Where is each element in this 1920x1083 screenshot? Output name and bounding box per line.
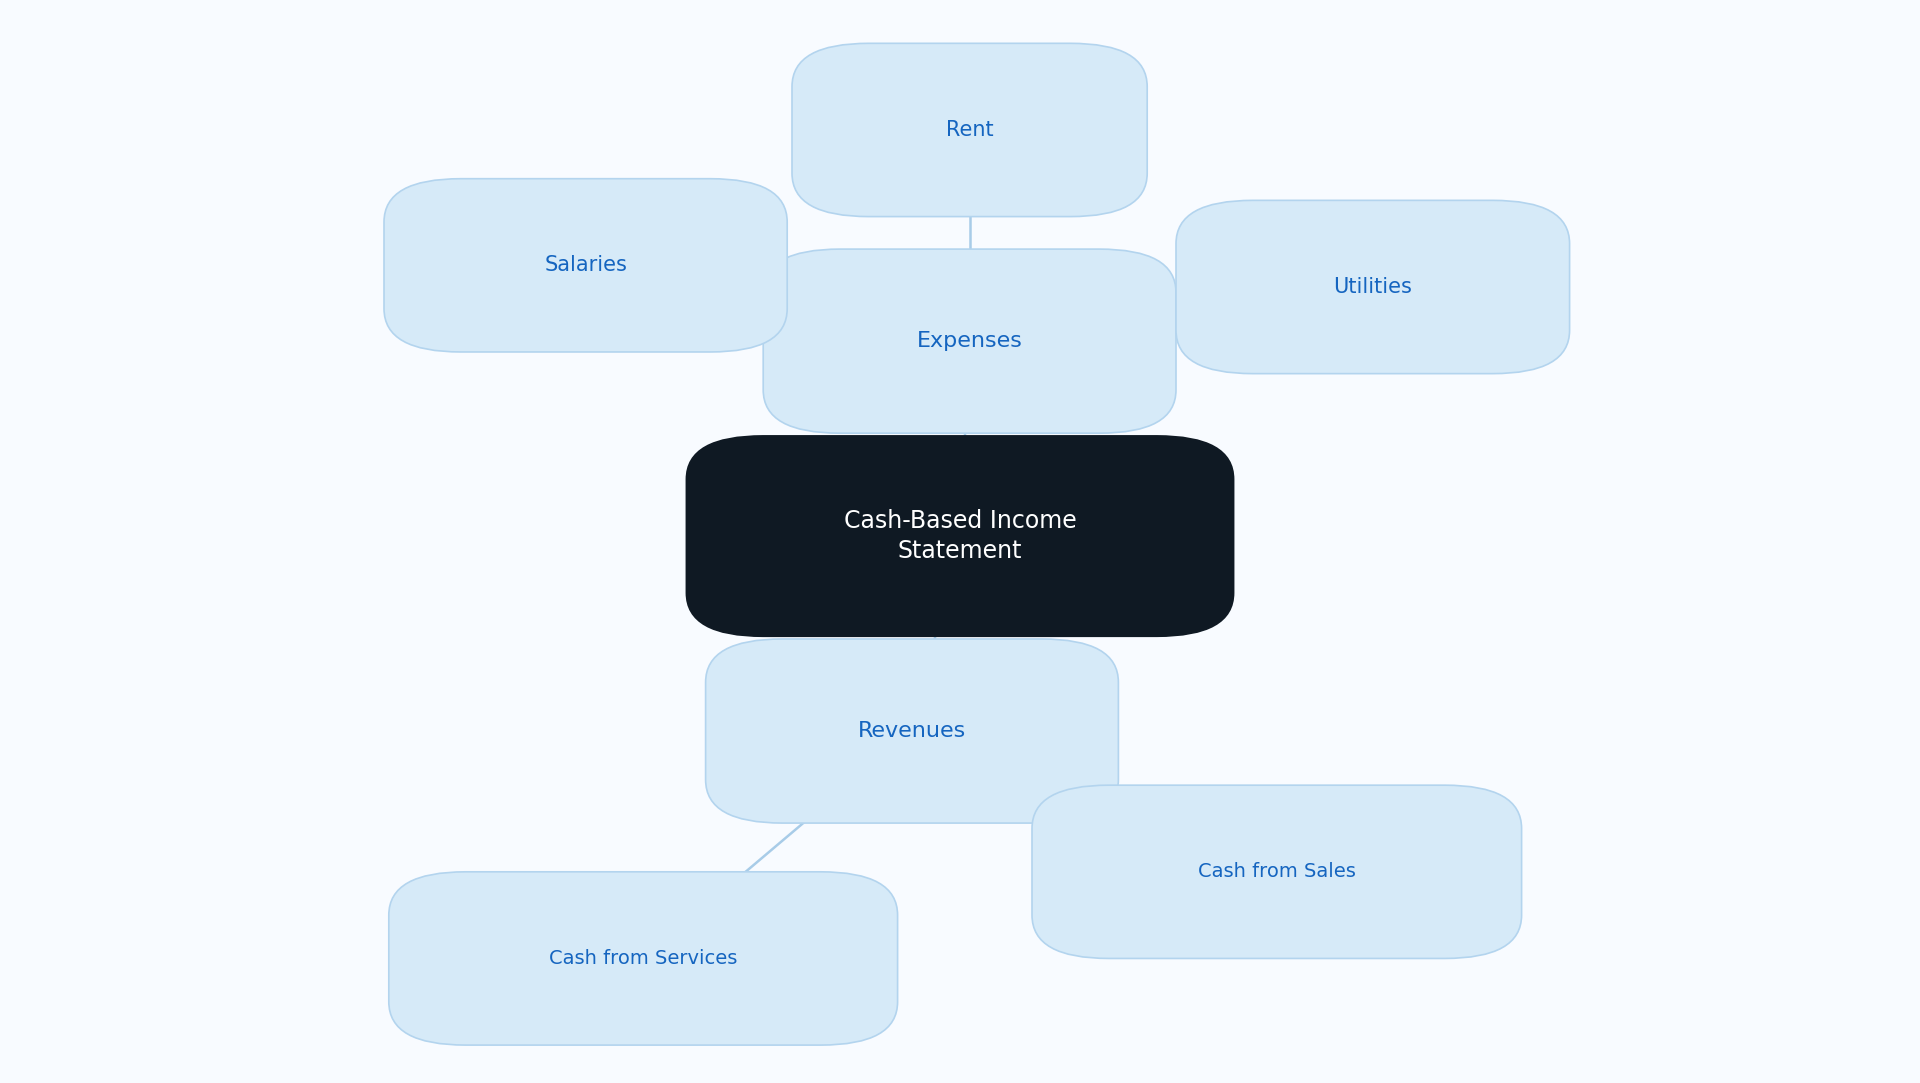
Text: Salaries: Salaries: [543, 256, 628, 275]
Text: Revenues: Revenues: [858, 721, 966, 741]
Text: Cash from Services: Cash from Services: [549, 949, 737, 968]
FancyBboxPatch shape: [388, 872, 899, 1045]
FancyBboxPatch shape: [793, 43, 1148, 217]
FancyBboxPatch shape: [707, 639, 1117, 823]
FancyBboxPatch shape: [1033, 785, 1521, 958]
FancyBboxPatch shape: [384, 179, 787, 352]
Text: Expenses: Expenses: [916, 331, 1023, 351]
Text: Cash from Sales: Cash from Sales: [1198, 862, 1356, 882]
Text: Utilities: Utilities: [1332, 277, 1413, 297]
Text: Rent: Rent: [947, 120, 993, 140]
FancyBboxPatch shape: [1175, 200, 1569, 374]
FancyBboxPatch shape: [687, 435, 1235, 637]
FancyBboxPatch shape: [764, 249, 1175, 433]
Text: Cash-Based Income
Statement: Cash-Based Income Statement: [843, 509, 1077, 563]
